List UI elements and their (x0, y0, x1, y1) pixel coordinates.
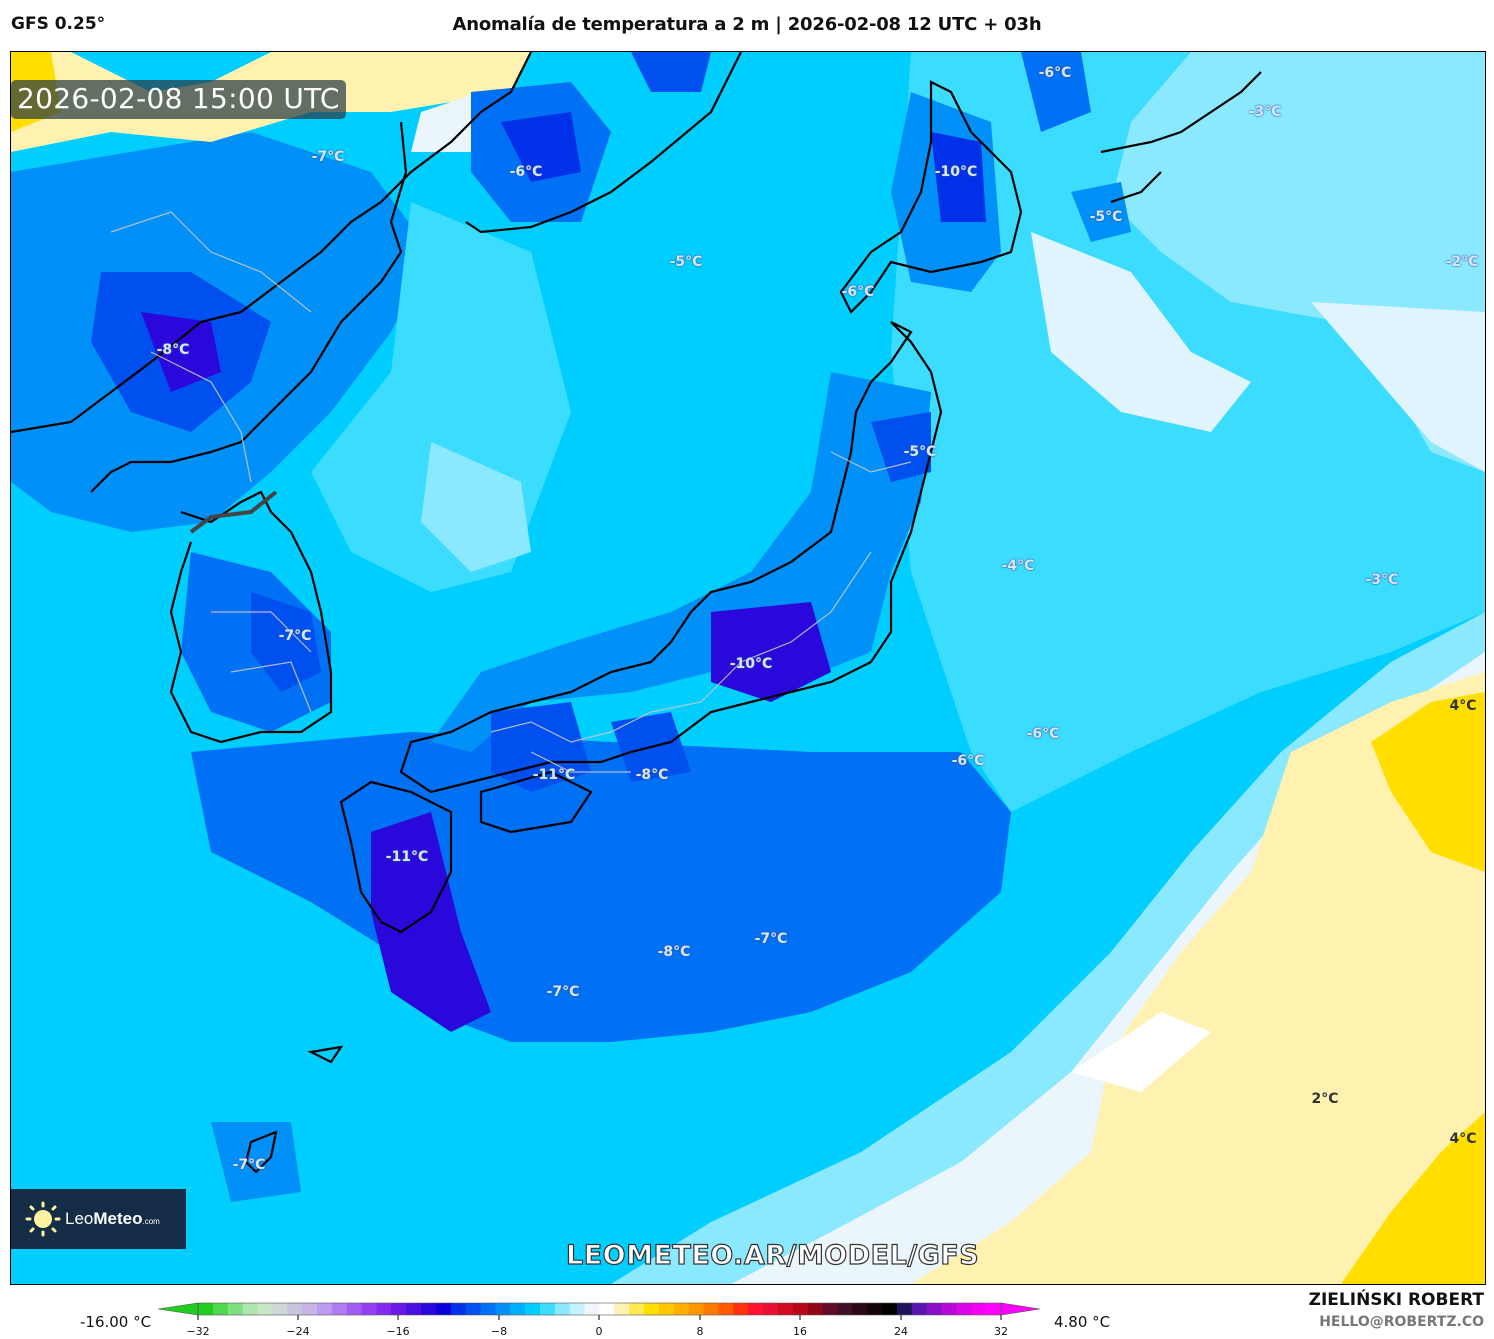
colorbar-max-label: 4.80 °C (1054, 1313, 1111, 1331)
colorbar-tick-label: 8 (696, 1325, 704, 1338)
colorbar-tick-label: −16 (386, 1325, 410, 1338)
colorbar-tick-label: −32 (186, 1325, 210, 1338)
author-name: ZIELIŃSKI ROBERT (1308, 1290, 1484, 1310)
contour-label: -5°C (903, 444, 937, 460)
contour-label: -5°C (669, 254, 703, 270)
colorbar-max-arrow (1000, 1302, 1041, 1316)
contour-label: -10°C (729, 656, 773, 672)
colorbar-tick-label: 16 (793, 1325, 807, 1338)
contour-field (11, 52, 1485, 1284)
contour-label: -7°C (311, 149, 345, 165)
contour-label: -6°C (1038, 65, 1072, 81)
contour-label: -5°C (1089, 209, 1123, 225)
contour-label: -7°C (232, 1157, 266, 1173)
valid-time-badge: 2026-02-08 15:00 UTC (11, 80, 346, 119)
colorbar-tick-label: −24 (286, 1325, 310, 1338)
model-label: GFS 0.25° (11, 14, 106, 34)
contour-label: -6°C (509, 164, 543, 180)
logo-text: LeoMeteo.com (65, 1209, 160, 1228)
contour-label: -6°C (841, 284, 875, 300)
contour-label: -6°C (1026, 726, 1060, 742)
contour-label: -4°C (1001, 558, 1035, 574)
chart-title: Anomalía de temperatura a 2 m | 2026-02-… (452, 14, 1042, 35)
sun-icon (25, 1201, 61, 1237)
leometeo-logo[interactable]: LeoMeteo.com (11, 1189, 186, 1249)
contour-label: -11°C (385, 849, 429, 865)
watermark-url: LEOMETEO.AR/MODEL/GFS (565, 1239, 980, 1271)
contour-label: -11°C (532, 767, 576, 783)
contour-label: -8°C (657, 944, 691, 960)
contour-label: -7°C (754, 931, 788, 947)
contour-label: -8°C (156, 342, 190, 358)
contour-label: -2°C (1445, 254, 1479, 270)
contour-label: 2°C (1311, 1091, 1339, 1107)
contour-label: -8°C (635, 767, 669, 783)
contour-label: -7°C (546, 984, 580, 1000)
contour-label: 4°C (1449, 698, 1477, 714)
contour-label: -6°C (951, 753, 985, 769)
colorbar-tick-label: 24 (894, 1325, 908, 1338)
contour-label: -7°C (278, 628, 312, 644)
contour-label: -3°C (1248, 104, 1282, 120)
colorbar-tick-label: 0 (595, 1325, 603, 1338)
temperature-anomaly-map: 2026-02-08 15:00 UTC -7°C -6°C -5°C -6°C -3°… (10, 51, 1486, 1285)
contour-label: 4°C (1449, 1131, 1477, 1147)
colorbar-tick-label: 32 (994, 1325, 1008, 1338)
colorbar-min-arrow (157, 1302, 199, 1316)
contour-label: -10°C (934, 164, 978, 180)
colorbar-tick-label: −8 (490, 1325, 508, 1338)
contour-label: -3°C (1365, 572, 1399, 588)
author-email[interactable]: HELLO@ROBERTZ.CO (1319, 1314, 1484, 1330)
colorbar-min-label: -16.00 °C (80, 1313, 152, 1331)
